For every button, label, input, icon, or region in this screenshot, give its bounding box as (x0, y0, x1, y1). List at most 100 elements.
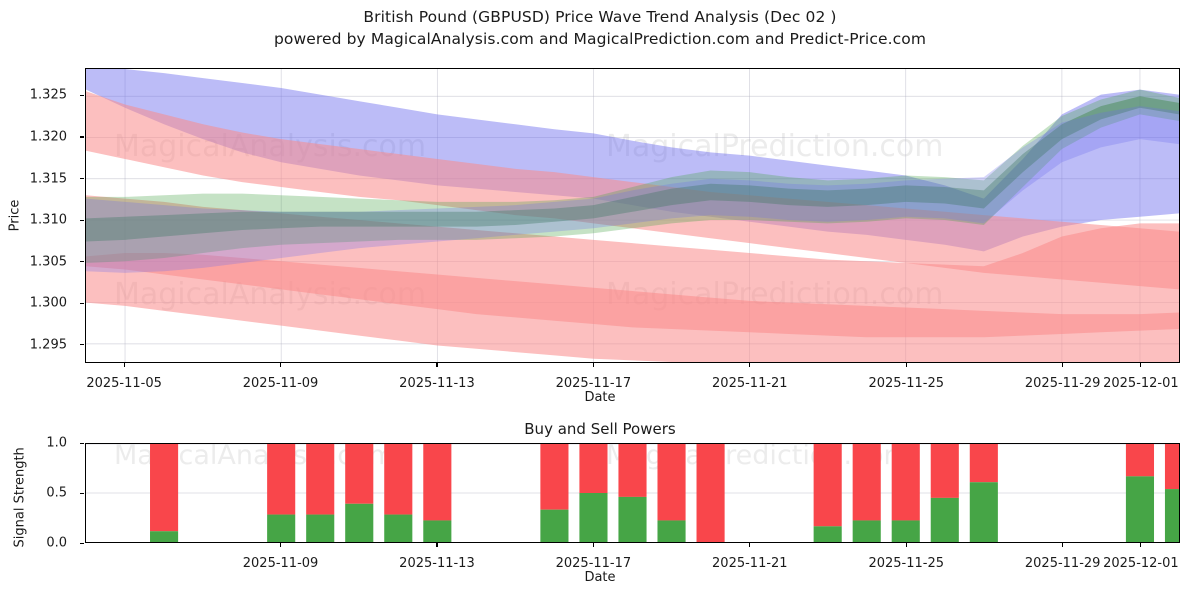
power-x-tick: 2025-11-17 (555, 556, 632, 571)
price-x-tick: 2025-11-25 (868, 376, 945, 391)
power-plot-area: MagicalAnalysis.com MagicalPrediction.co… (85, 443, 1180, 543)
power-chart-panel: MagicalAnalysis.com MagicalPrediction.co… (85, 443, 1180, 543)
blue-upper-band (86, 69, 1179, 252)
price-plot-area: MagicalAnalysis.com MagicalPrediction.co… (85, 68, 1180, 363)
buy-power-bar (540, 509, 569, 542)
power-x-tick: 2025-11-13 (399, 556, 475, 571)
power-x-axis-label: Date (584, 570, 616, 585)
buy-power-bar (1125, 476, 1155, 542)
buy-power-bar (579, 493, 608, 542)
price-y-tick: 1.305 (29, 254, 67, 270)
power-y-tickmark (80, 492, 84, 494)
price-x-tickmark (905, 363, 907, 367)
buy-sell-power-bars (86, 444, 1179, 542)
price-y-tickmark (80, 219, 84, 221)
price-x-tick: 2025-12-01 (1103, 376, 1179, 391)
price-y-tick: 1.295 (29, 337, 67, 353)
pink-wide-band (86, 91, 1179, 290)
sell-power-bar (306, 444, 335, 515)
price-y-tickmark (80, 261, 84, 263)
price-y-tick: 1.300 (29, 295, 67, 311)
buy-power-bar (852, 520, 881, 542)
power-x-tickmark (1062, 543, 1064, 547)
buy-power-bar (1164, 489, 1179, 542)
price-x-tickmark (280, 363, 282, 367)
buy-power-bar (969, 482, 998, 542)
price-y-tickmark (80, 178, 84, 180)
title-block: British Pound (GBPUSD) Price Wave Trend … (0, 6, 1200, 50)
sell-power-bar (345, 444, 374, 504)
price-y-tick-labels: 1.295 1.300 1.305 1.310 1.315 1.320 1.325 (0, 68, 84, 363)
price-y-tick: 1.320 (29, 129, 67, 145)
power-panel-title: Buy and Sell Powers (524, 420, 676, 438)
buy-power-bar (891, 520, 920, 542)
power-x-tickmark (1140, 543, 1142, 547)
sell-power-bar (1125, 444, 1155, 477)
price-x-tickmark (749, 363, 751, 367)
power-x-tickmark (905, 543, 907, 547)
power-x-tick: 2025-11-21 (712, 556, 788, 571)
page-title: British Pound (GBPUSD) Price Wave Trend … (363, 8, 837, 26)
sell-power-bar (423, 444, 452, 521)
buy-power-bar (618, 496, 647, 542)
price-x-tickmark (123, 363, 125, 367)
power-x-tick: 2025-11-25 (868, 556, 945, 571)
price-y-tick: 1.310 (29, 212, 67, 228)
buy-power-bar (657, 520, 686, 542)
sell-power-bar (618, 444, 647, 497)
power-x-tickmark (592, 543, 594, 547)
price-y-tickmark (80, 136, 84, 138)
price-x-tick-labels: 2025-11-05 2025-11-09 2025-11-13 2025-11-17… (0, 363, 1200, 391)
sell-power-bar (1164, 444, 1179, 490)
power-y-tick-labels: 0.0 0.5 1.0 (0, 436, 84, 551)
sell-power-bar (384, 444, 413, 515)
sell-power-bar (540, 444, 569, 510)
price-y-axis-label: Price (7, 199, 23, 232)
red-mid-band (86, 195, 1179, 338)
buy-power-bar (423, 520, 452, 542)
sell-power-bar (657, 444, 686, 521)
price-x-tickmark (1140, 363, 1142, 367)
buy-power-bar (813, 526, 842, 542)
buy-power-bar (384, 514, 413, 542)
power-x-tick-labels: 2025-11-09 2025-11-13 2025-11-17 2025-11-21… (0, 543, 1200, 571)
price-x-axis-label: Date (584, 390, 616, 405)
buy-power-bar (345, 503, 374, 542)
power-x-tickmark (749, 543, 751, 547)
power-y-tickmark (80, 442, 84, 444)
price-x-tickmark (436, 363, 438, 367)
buy-power-bar (267, 514, 296, 542)
buy-power-bar (150, 531, 179, 542)
power-y-tickmark (80, 542, 84, 544)
price-y-tick: 1.315 (29, 171, 67, 187)
price-y-tick: 1.325 (29, 87, 67, 103)
price-y-tickmark (80, 94, 84, 97)
power-y-axis-label: Signal Strength (12, 447, 28, 548)
price-x-tickmark (1062, 363, 1064, 367)
power-x-tick: 2025-11-09 (242, 556, 319, 571)
green-band (86, 89, 1179, 263)
power-x-tick: 2025-11-29 (1024, 556, 1101, 571)
price-x-tick: 2025-11-05 (86, 376, 162, 391)
sell-power-bar (696, 444, 725, 542)
sell-power-bar (852, 444, 881, 521)
price-wave-bands (86, 69, 1179, 362)
power-x-tick: 2025-12-01 (1103, 556, 1179, 571)
page-subtitle: powered by MagicalAnalysis.com and Magic… (273, 30, 927, 48)
buy-power-bar (306, 514, 335, 542)
price-y-tickmark (80, 302, 84, 304)
green-core-band (86, 96, 1179, 242)
power-x-tickmark (280, 543, 282, 547)
price-x-tick: 2025-11-09 (242, 376, 319, 391)
sell-power-bar (969, 444, 998, 483)
power-y-tick: 1.0 (46, 435, 67, 451)
sell-power-bar (930, 444, 959, 498)
buy-power-bar (930, 497, 959, 542)
sell-power-bar (891, 444, 920, 521)
power-y-tick: 0.5 (46, 485, 67, 501)
price-chart-panel: MagicalAnalysis.com MagicalPrediction.co… (85, 68, 1180, 363)
price-x-tick: 2025-11-17 (555, 376, 632, 391)
power-x-tickmark (436, 543, 438, 547)
sell-power-bar (579, 444, 608, 493)
blue-lower-band (86, 106, 1179, 273)
